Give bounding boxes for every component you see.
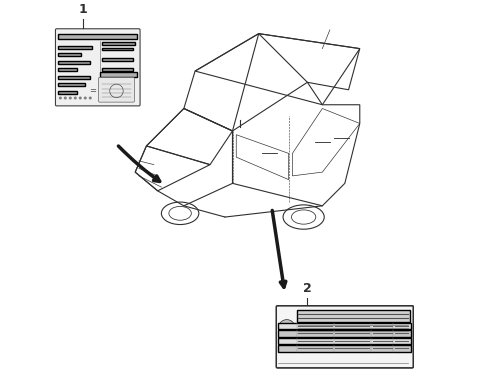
FancyBboxPatch shape [278,338,411,344]
Circle shape [74,96,77,99]
FancyBboxPatch shape [59,76,90,79]
FancyBboxPatch shape [278,330,411,337]
FancyBboxPatch shape [59,83,84,86]
FancyBboxPatch shape [278,345,411,352]
Circle shape [59,96,62,99]
Text: 1: 1 [78,3,87,15]
FancyBboxPatch shape [101,48,133,51]
Text: =: = [89,86,96,95]
Circle shape [84,96,87,99]
FancyBboxPatch shape [278,322,411,329]
FancyBboxPatch shape [98,77,134,102]
Circle shape [278,320,295,336]
Circle shape [282,323,291,332]
Circle shape [89,96,92,99]
FancyBboxPatch shape [59,34,137,39]
FancyBboxPatch shape [59,46,92,49]
FancyBboxPatch shape [101,58,133,61]
FancyBboxPatch shape [59,68,77,71]
Circle shape [64,96,67,99]
FancyBboxPatch shape [297,310,410,322]
FancyBboxPatch shape [59,53,81,56]
FancyBboxPatch shape [59,60,90,64]
FancyBboxPatch shape [59,90,77,93]
Circle shape [69,96,72,99]
Circle shape [79,96,82,99]
FancyBboxPatch shape [276,306,413,368]
FancyBboxPatch shape [101,42,135,45]
FancyBboxPatch shape [100,72,137,77]
Text: 2: 2 [303,282,312,295]
FancyBboxPatch shape [101,68,133,71]
FancyBboxPatch shape [56,29,140,106]
